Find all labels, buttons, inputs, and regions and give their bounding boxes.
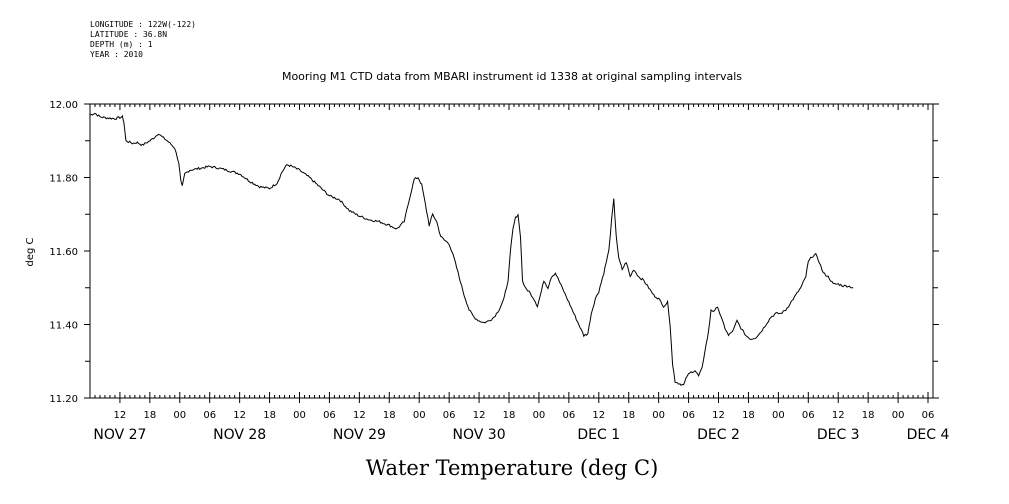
x-tick-label: 12 xyxy=(473,410,486,421)
x-day-label: DEC 4 xyxy=(907,427,950,443)
y-tick-label: 11.40 xyxy=(49,321,78,332)
x-tick-label: 06 xyxy=(922,410,935,421)
x-axis-label: Water Temperature (deg C) xyxy=(366,456,659,480)
x-day-label: NOV 27 xyxy=(93,427,146,443)
longitude-label: LONGITUDE : 122W(-122) xyxy=(90,20,196,29)
x-tick-label: 00 xyxy=(772,410,785,421)
chart-title: Mooring M1 CTD data from MBARI instrumen… xyxy=(282,70,742,83)
x-tick-label: 00 xyxy=(413,410,426,421)
x-tick-label: 12 xyxy=(114,410,127,421)
dataset-metadata: LONGITUDE : 122W(-122) LATITUDE : 36.8N … xyxy=(90,20,196,60)
x-tick-label: 06 xyxy=(203,410,216,421)
x-day-label: NOV 30 xyxy=(453,427,506,443)
series-line-water-temperature xyxy=(89,112,854,386)
x-tick-label: 06 xyxy=(682,410,695,421)
x-tick-label: 18 xyxy=(503,410,516,421)
x-tick-label: 12 xyxy=(233,410,246,421)
x-tick-label: 18 xyxy=(742,410,755,421)
x-tick-label: 12 xyxy=(832,410,845,421)
x-tick-label: 06 xyxy=(323,410,336,421)
plot-frame xyxy=(89,103,934,399)
x-tick-label: 18 xyxy=(143,410,156,421)
x-tick-label: 00 xyxy=(293,410,306,421)
x-day-label: DEC 1 xyxy=(577,427,620,443)
x-day-label: DEC 3 xyxy=(817,427,860,443)
x-tick-label: 06 xyxy=(443,410,456,421)
x-tick-label: 12 xyxy=(712,410,725,421)
axes: 12 18 00 06 12 18 00 06 12 18 00 06 12 18 00 06 12 18 00 06… xyxy=(49,100,949,443)
x-tick-label: 18 xyxy=(862,410,875,421)
x-tick-label: 00 xyxy=(173,410,186,421)
x-tick-label: 06 xyxy=(802,410,815,421)
year-label: YEAR : 2010 xyxy=(90,50,143,59)
x-tick-label: 18 xyxy=(622,410,635,421)
latitude-label: LATITUDE : 36.8N xyxy=(90,30,168,39)
y-tick-label: 11.60 xyxy=(49,247,78,258)
y-tick-label: 12.00 xyxy=(49,100,78,111)
x-tick-label: 18 xyxy=(263,410,276,421)
x-tick-label: 18 xyxy=(383,410,396,421)
x-tick-label: 06 xyxy=(562,410,575,421)
y-tick-label: 11.80 xyxy=(49,174,78,185)
x-day-label: DEC 2 xyxy=(697,427,740,443)
x-day-label: NOV 29 xyxy=(333,427,386,443)
x-day-label: NOV 28 xyxy=(213,427,266,443)
y-axis-label: deg C xyxy=(25,237,36,266)
y-tick-label: 11.20 xyxy=(49,394,78,405)
x-tick-label: 12 xyxy=(592,410,605,421)
x-tick-label: 12 xyxy=(353,410,366,421)
x-tick-label: 00 xyxy=(892,410,905,421)
x-tick-label: 00 xyxy=(533,410,546,421)
depth-label: DEPTH (m) : 1 xyxy=(90,40,153,49)
x-tick-label: 00 xyxy=(652,410,665,421)
